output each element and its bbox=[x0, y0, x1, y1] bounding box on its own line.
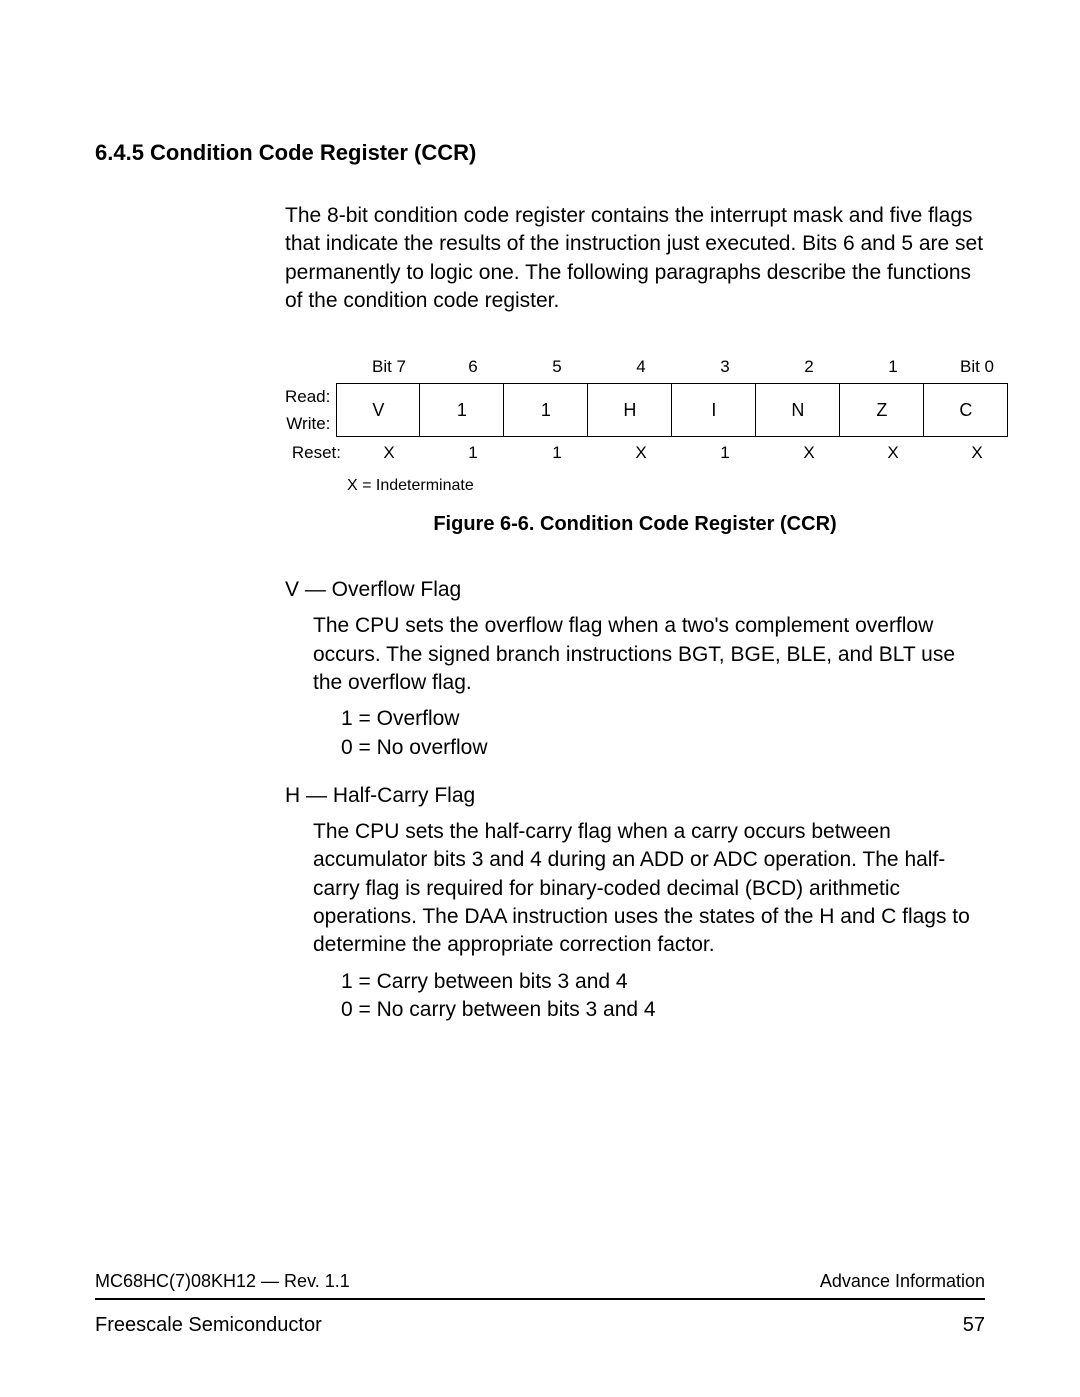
footer-rule bbox=[95, 1298, 985, 1300]
page-footer: MC68HC(7)08KH12 — Rev. 1.1 Advance Infor… bbox=[95, 1271, 985, 1337]
flag-v: V — Overflow Flag The CPU sets the overf… bbox=[285, 578, 985, 762]
reset-cell: X bbox=[599, 443, 683, 463]
flag-value-line: 0 = No carry between bits 3 and 4 bbox=[341, 996, 985, 1024]
register-diagram: Bit 7 6 5 4 3 2 1 Bit 0 Read: Write: V 1… bbox=[285, 357, 985, 463]
register-data-row: Read: Write: V 1 1 H I N Z C bbox=[285, 383, 985, 437]
bit-label: 3 bbox=[683, 357, 767, 383]
flag-value-line: 1 = Overflow bbox=[341, 705, 985, 733]
bit-label: 6 bbox=[431, 357, 515, 383]
flag-values: 1 = Overflow 0 = No overflow bbox=[341, 705, 985, 762]
register-cell: H bbox=[588, 384, 672, 436]
register-cell: 1 bbox=[504, 384, 588, 436]
bit-label: Bit 7 bbox=[347, 357, 431, 383]
write-label: Write: bbox=[286, 414, 330, 434]
intro-paragraph: The 8-bit condition code register contai… bbox=[285, 202, 985, 315]
reset-cell: X bbox=[767, 443, 851, 463]
register-cell: C bbox=[924, 384, 1008, 436]
reset-cell: X bbox=[935, 443, 1019, 463]
flag-value-line: 1 = Carry between bits 3 and 4 bbox=[341, 968, 985, 996]
register-cell: N bbox=[756, 384, 840, 436]
register-cell: 1 bbox=[420, 384, 504, 436]
page-number: 57 bbox=[963, 1314, 985, 1337]
figure-caption: Figure 6-6. Condition Code Register (CCR… bbox=[285, 513, 985, 536]
reset-cell: X bbox=[851, 443, 935, 463]
flag-desc: The CPU sets the half-carry flag when a … bbox=[313, 818, 985, 960]
reset-cell: 1 bbox=[515, 443, 599, 463]
flag-desc: The CPU sets the overflow flag when a tw… bbox=[313, 612, 985, 697]
bit-header-row: Bit 7 6 5 4 3 2 1 Bit 0 bbox=[285, 357, 985, 383]
reset-cell: X bbox=[347, 443, 431, 463]
doc-id: MC68HC(7)08KH12 — Rev. 1.1 bbox=[95, 1271, 350, 1292]
bit-label: 2 bbox=[767, 357, 851, 383]
reset-row: Reset: X 1 1 X 1 X X X bbox=[285, 443, 985, 463]
indeterminate-note: X = Indeterminate bbox=[347, 477, 985, 495]
flag-values: 1 = Carry between bits 3 and 4 0 = No ca… bbox=[341, 968, 985, 1025]
register-cell: Z bbox=[840, 384, 924, 436]
bit-label: Bit 0 bbox=[935, 357, 1019, 383]
flag-value-line: 0 = No overflow bbox=[341, 734, 985, 762]
reset-cell: 1 bbox=[431, 443, 515, 463]
register-cell: V bbox=[336, 384, 420, 436]
bit-label: 4 bbox=[599, 357, 683, 383]
section-heading: 6.4.5 Condition Code Register (CCR) bbox=[95, 140, 985, 166]
flag-h: H — Half-Carry Flag The CPU sets the hal… bbox=[285, 784, 985, 1024]
flag-title: V — Overflow Flag bbox=[285, 578, 985, 602]
register-cell: I bbox=[672, 384, 756, 436]
vendor: Freescale Semiconductor bbox=[95, 1314, 322, 1337]
page: 6.4.5 Condition Code Register (CCR) The … bbox=[0, 0, 1080, 1397]
reset-cell: 1 bbox=[683, 443, 767, 463]
reset-label: Reset: bbox=[285, 443, 347, 463]
bit-label: 5 bbox=[515, 357, 599, 383]
bit-label: 1 bbox=[851, 357, 935, 383]
flag-title: H — Half-Carry Flag bbox=[285, 784, 985, 808]
read-label: Read: bbox=[285, 387, 330, 407]
doc-class: Advance Information bbox=[820, 1271, 985, 1292]
